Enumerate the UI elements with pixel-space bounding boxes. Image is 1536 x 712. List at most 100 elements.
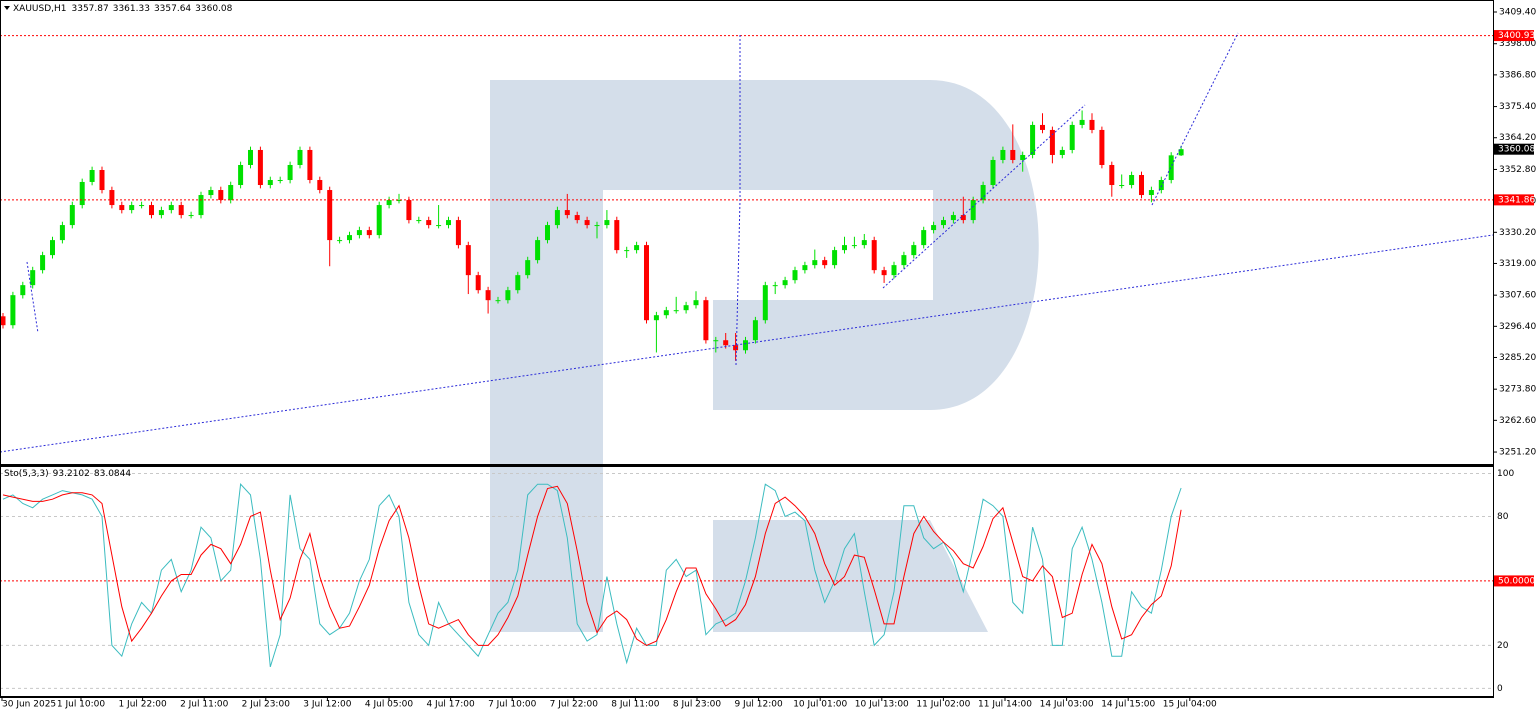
x-tick-label: 14 Jul 15:00 xyxy=(1101,700,1155,710)
price-level-box xyxy=(1494,194,1534,206)
y-tick-label: 3262.60 xyxy=(1499,416,1536,426)
y-tick-label: 3364.20 xyxy=(1499,133,1536,143)
candle-body xyxy=(1059,149,1065,155)
candle-body xyxy=(545,225,550,241)
candle-body xyxy=(743,340,748,351)
candle-body xyxy=(990,159,996,186)
symbol-menu-icon[interactable] xyxy=(4,6,10,10)
candle-body xyxy=(79,181,85,206)
candle-body xyxy=(594,225,600,227)
candle-body xyxy=(238,164,244,186)
y-tick-label: 3398.00 xyxy=(1499,39,1536,49)
candle-body xyxy=(109,190,115,206)
candle-body xyxy=(208,190,214,196)
candle-body xyxy=(366,230,372,236)
x-tick-label: 3 Jul 12:00 xyxy=(303,700,352,710)
candle-body xyxy=(554,210,560,226)
candle-body xyxy=(1148,190,1154,196)
candle-body xyxy=(0,316,6,326)
candle-body xyxy=(1030,124,1036,155)
x-tick-label: 4 Jul 17:00 xyxy=(426,700,475,710)
candle-body xyxy=(911,245,917,256)
candle-body xyxy=(1079,119,1085,125)
candle-body xyxy=(1109,164,1115,186)
candle-body xyxy=(614,220,620,251)
watermark xyxy=(490,80,1039,632)
candle-body xyxy=(772,285,778,287)
candle-body xyxy=(1040,124,1045,130)
candle-body xyxy=(653,315,659,321)
candle-body xyxy=(891,265,897,276)
x-tick-label: 30 Jun 2025 xyxy=(2,700,56,710)
candle-body xyxy=(416,220,422,222)
candle-body xyxy=(713,340,719,342)
candle-body xyxy=(228,185,234,201)
candle-body xyxy=(584,220,590,226)
candle-body xyxy=(446,220,451,226)
candle-body xyxy=(970,200,976,221)
x-tick-label: 8 Jul 11:00 xyxy=(611,700,660,710)
candle-body xyxy=(267,180,273,186)
price-level-label: 3341.86 xyxy=(1498,195,1535,205)
y-tick-label: 3352.80 xyxy=(1499,165,1536,175)
candle-body xyxy=(495,300,501,302)
vertical-projection xyxy=(735,35,741,366)
candle-body xyxy=(980,185,986,201)
candle-body xyxy=(752,320,758,341)
plot-layer: 3409.40 3398.00 3386.80 3375.40 3364.20 3352.… xyxy=(0,8,1536,710)
candle-body xyxy=(832,250,838,266)
watermark-bowl xyxy=(603,80,1039,410)
candle-body xyxy=(535,240,541,261)
candle-body xyxy=(317,180,323,191)
candle-body xyxy=(465,245,471,276)
x-tick-label: 4 Jul 05:00 xyxy=(365,700,414,710)
candle-body xyxy=(10,295,16,326)
candle-body xyxy=(644,245,649,321)
candle-body xyxy=(307,149,313,181)
y-tick-label: 100 xyxy=(1497,469,1514,479)
candle-body xyxy=(1178,149,1184,156)
candle-body xyxy=(683,305,689,311)
candle-body xyxy=(604,220,610,226)
candle-body xyxy=(1020,154,1026,160)
candle-body xyxy=(851,245,857,247)
candle-body xyxy=(505,290,511,301)
candle-body xyxy=(723,340,729,346)
symbol: XAUUSD,H1 xyxy=(13,4,67,14)
candle-body xyxy=(792,270,798,281)
candle-body xyxy=(327,190,333,241)
y-tick-label: 3386.80 xyxy=(1499,70,1536,80)
candle-body xyxy=(812,260,818,266)
candle-body xyxy=(168,205,174,211)
y-tick-label: 3375.40 xyxy=(1499,102,1536,112)
candle-body xyxy=(257,149,263,186)
y-tick-label: 20 xyxy=(1497,641,1509,651)
forecast-line xyxy=(1151,32,1239,206)
candle-body xyxy=(69,205,75,226)
candle-body xyxy=(455,220,461,246)
candle-body xyxy=(574,215,580,221)
watermark-stem xyxy=(490,80,603,632)
x-tick-label: 7 Jul 22:00 xyxy=(550,700,599,710)
candle-body xyxy=(1129,175,1135,186)
y-tick-label: 3330.20 xyxy=(1499,228,1536,238)
candle-body xyxy=(30,270,36,286)
candle-body xyxy=(762,285,768,321)
candle-body xyxy=(287,164,293,181)
candle-body xyxy=(921,230,927,246)
candle-body xyxy=(436,225,442,227)
trend-line xyxy=(0,234,1494,453)
indicator-header: Sto(5,3,3) 93.2102 83.0844 xyxy=(4,469,131,479)
candle-body xyxy=(822,260,828,266)
candle-body xyxy=(1000,149,1006,160)
x-tick-label: 2 Jul 23:00 xyxy=(242,700,291,710)
indicator-title: Sto(5,3,3) xyxy=(4,469,49,479)
y-tick-label: 3296.40 xyxy=(1499,322,1536,332)
candle-body xyxy=(50,240,55,256)
drawings xyxy=(0,32,1494,453)
candle-body xyxy=(931,225,937,231)
candle-body xyxy=(624,250,630,252)
candle-body xyxy=(406,200,412,221)
candle-body xyxy=(297,149,303,165)
